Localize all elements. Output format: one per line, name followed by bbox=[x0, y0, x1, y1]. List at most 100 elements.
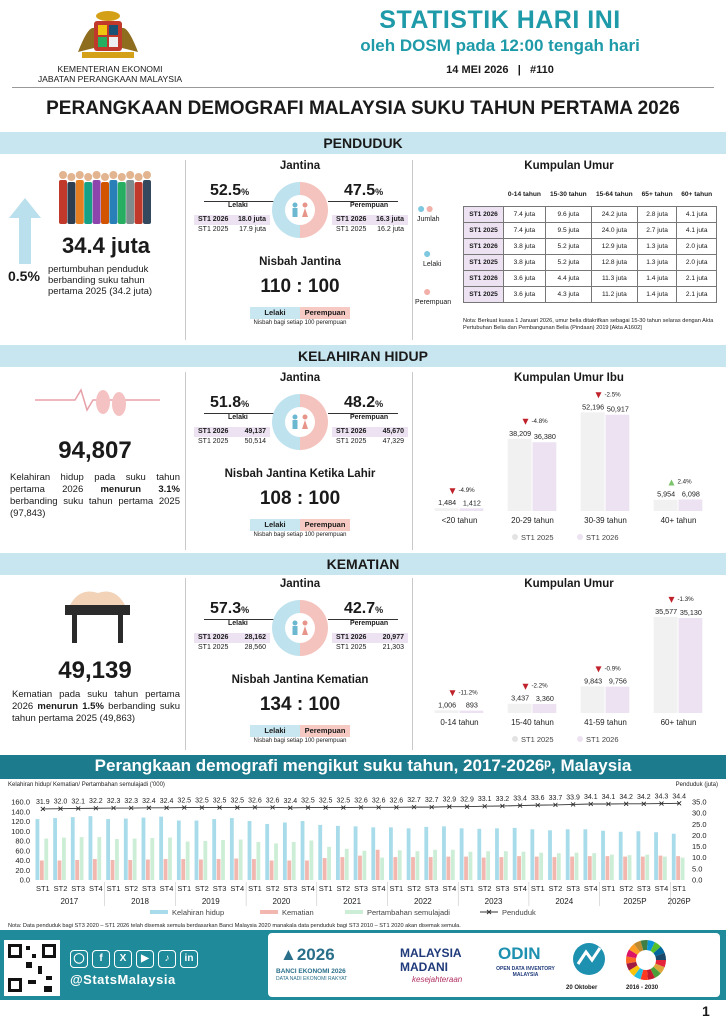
table-cell: 3.6 juta bbox=[503, 269, 546, 287]
bar bbox=[539, 852, 544, 880]
table-cell: 11.3 juta bbox=[590, 269, 638, 287]
data-label: 36,380 bbox=[534, 432, 556, 441]
quarter-label: ST4 bbox=[513, 884, 527, 893]
year-label: 2018 bbox=[131, 897, 149, 906]
bar bbox=[291, 841, 296, 880]
bar bbox=[530, 829, 535, 880]
data-label: 1,006 bbox=[438, 700, 456, 709]
ratio-legend: Lelaki Perempuan bbox=[250, 720, 350, 738]
bar bbox=[468, 851, 473, 880]
trend-title-band bbox=[0, 755, 726, 779]
bar bbox=[627, 855, 632, 880]
data-label: 3,360 bbox=[536, 694, 554, 703]
y2-tick-label: 30.0 bbox=[692, 809, 707, 818]
age-group-panel-penduduk: Kumpulan Umur 0-14 tahun 15-30 tahun 15-… bbox=[415, 160, 723, 340]
x-icon[interactable]: X bbox=[114, 950, 132, 968]
y2-tick-label: 35.0 bbox=[692, 798, 707, 807]
category-label: <20 tahun bbox=[442, 516, 478, 525]
bar bbox=[521, 851, 526, 880]
gender-donut bbox=[272, 182, 328, 238]
change-arrow-icon bbox=[668, 596, 675, 603]
facebook-icon[interactable]: f bbox=[92, 950, 110, 968]
quarter-label: ST1 bbox=[460, 884, 474, 893]
bar bbox=[168, 837, 172, 880]
male-icon bbox=[292, 620, 298, 626]
page-subtitle: oleh DOSM pada 12:00 tengah hari bbox=[360, 36, 640, 55]
youtube-icon[interactable]: ▶ bbox=[136, 950, 154, 968]
ratio-legend: Lelaki Perempuan bbox=[250, 302, 350, 320]
age-group-title: Kumpulan Umur bbox=[524, 160, 614, 172]
quarter-label: ST1 bbox=[107, 884, 121, 893]
male-pct: 51.8% bbox=[210, 394, 250, 411]
person-body bbox=[109, 180, 118, 224]
change-label: -4.9% bbox=[459, 487, 476, 494]
category-label: 41-59 tahun bbox=[584, 718, 627, 727]
year-label: 2026P bbox=[668, 897, 691, 906]
female-icon bbox=[302, 414, 308, 420]
female-figure-icon: ● bbox=[425, 200, 434, 216]
population-label: 32.4 bbox=[142, 798, 156, 805]
legend-swatch bbox=[480, 909, 498, 915]
population-label: 32.6 bbox=[266, 797, 280, 804]
bar bbox=[106, 819, 111, 880]
y-tick-label: 160.0 bbox=[11, 798, 30, 807]
bar bbox=[123, 818, 128, 880]
odin-sublabel: OPEN DATA INVENTORY MALAYSIA bbox=[496, 966, 555, 978]
table-cell: 7.4 juta bbox=[503, 221, 546, 239]
quarter-label: ST3 bbox=[637, 884, 651, 893]
person-body bbox=[75, 180, 84, 224]
bar bbox=[141, 817, 146, 880]
person-head bbox=[84, 173, 93, 181]
legend-swatch bbox=[260, 910, 278, 914]
bar bbox=[380, 857, 384, 880]
population-label: 32.6 bbox=[248, 797, 262, 804]
bar bbox=[132, 838, 137, 880]
bar bbox=[433, 849, 438, 880]
instagram-icon[interactable]: ◯ bbox=[70, 950, 88, 968]
bar bbox=[605, 686, 630, 713]
legend-swatch bbox=[150, 910, 168, 914]
bar bbox=[532, 703, 557, 713]
quarter-label: ST2 bbox=[478, 884, 492, 893]
mother-age-title: Kumpulan Umur Ibu bbox=[514, 372, 624, 384]
bar bbox=[534, 856, 539, 880]
deaths-description: Kematian pada suku tahun pertama 2026 me… bbox=[12, 689, 180, 724]
bar bbox=[601, 830, 605, 880]
tiktok-icon[interactable]: ♪ bbox=[158, 950, 176, 968]
bar bbox=[57, 860, 62, 880]
change-label: -2.2% bbox=[532, 683, 549, 690]
bar bbox=[662, 856, 667, 880]
y-tick-label: 20.0 bbox=[15, 866, 30, 875]
banci-sublabel: DATA NADI EKONOMI RAKYAT bbox=[276, 976, 348, 982]
population-label: 34.2 bbox=[619, 794, 633, 801]
person-head bbox=[109, 171, 118, 179]
bar bbox=[300, 821, 305, 880]
bar bbox=[574, 852, 579, 880]
data-label: 9,843 bbox=[584, 676, 602, 685]
linkedin-icon[interactable]: in bbox=[180, 950, 198, 968]
quarter-label: ST2 bbox=[54, 884, 68, 893]
quarter-label: ST3 bbox=[496, 884, 510, 893]
bar bbox=[282, 822, 287, 880]
legend-marker bbox=[577, 534, 583, 540]
legend-marker bbox=[577, 736, 583, 742]
social-handle[interactable]: @StatsMalaysia bbox=[70, 972, 176, 987]
bar bbox=[150, 838, 155, 880]
table-cell: 4.1 juta bbox=[676, 205, 717, 223]
bar bbox=[434, 508, 459, 511]
change-arrow-icon bbox=[595, 666, 602, 673]
table-row: ST1 2026 3.6 juta 4.4 juta 11.3 juta 1.4 jut… bbox=[463, 269, 717, 287]
female-quarter-box: ST1 2026 20,977 ST1 2025 21,303 bbox=[332, 633, 408, 653]
table-cell: 1.3 juta bbox=[636, 253, 678, 271]
madani-tagline: kesejahteraan bbox=[412, 975, 463, 984]
bar bbox=[587, 856, 592, 880]
bar bbox=[203, 841, 208, 880]
table-row: ST1 2025 3.6 juta 4.3 juta 11.2 juta 1.4 jut… bbox=[463, 285, 717, 303]
world-statistics-day-label: 20 Oktober bbox=[566, 985, 598, 991]
change-label: -1.3% bbox=[678, 596, 695, 603]
bar bbox=[344, 848, 349, 880]
bar bbox=[434, 710, 459, 713]
person-head bbox=[92, 171, 101, 179]
ministry-name: KEMENTERIAN EKONOMI JABATAN PERANGKAAN MA… bbox=[37, 64, 183, 84]
change-arrow-icon bbox=[668, 479, 675, 486]
